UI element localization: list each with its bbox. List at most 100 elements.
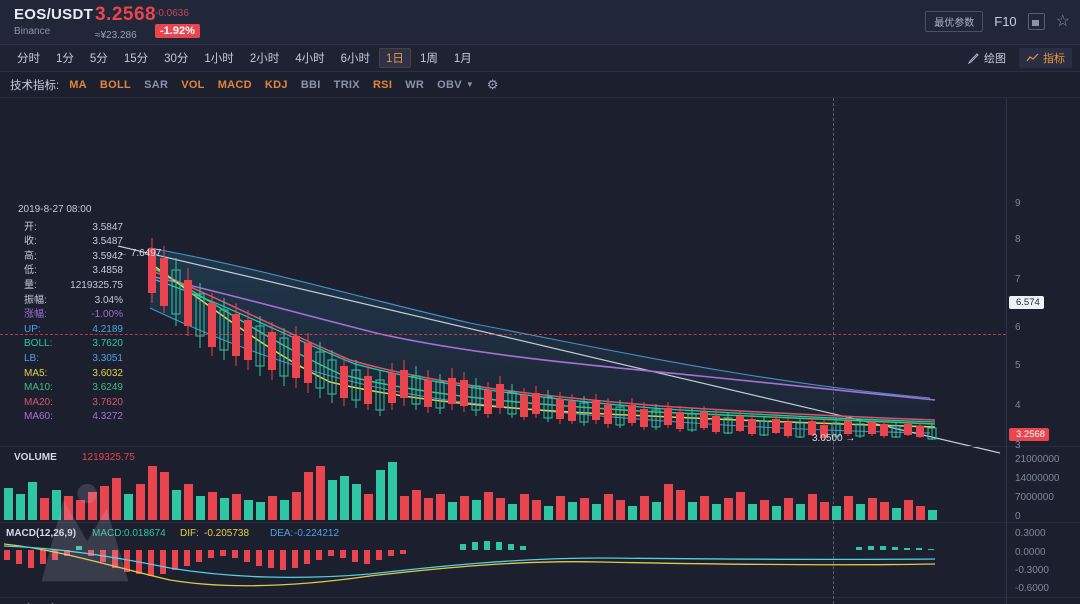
macd-pane-title: MACD(12,26,9) <box>6 528 77 539</box>
ohlc-date: 2019-8-27 08:00 <box>18 204 92 215</box>
star-icon[interactable]: ☆ <box>1055 12 1070 30</box>
price-tick: 8 <box>1015 234 1021 245</box>
timeframe-30m[interactable]: 30分 <box>164 53 189 65</box>
ohlc-key: MA5: <box>24 367 48 379</box>
ohlc-value: 3.5942 <box>92 250 123 262</box>
macd-field-dea-value: -0.224212 <box>294 528 340 539</box>
timeframe-1mo[interactable]: 1月 <box>453 53 472 65</box>
ohlc-key: 低: <box>24 265 37 277</box>
ohlc-value: 3.6249 <box>92 382 123 394</box>
timeframe-bar: 分时 1分 5分 15分 30分 1小时 2小时 4小时 6小时 1日 1周 1… <box>0 45 1080 72</box>
header-actions: 最优参数 F10 ☆ <box>925 11 1070 32</box>
timeframe-5m[interactable]: 5分 <box>89 53 108 65</box>
swing-high-annotation: ← 7.6497 <box>118 248 162 259</box>
last-price-tag: 3.2568 <box>1009 428 1050 441</box>
ohlc-row-ma10: MA10: 3.6249 <box>18 381 123 396</box>
right-price-axis[interactable]: 9 8 7 6 5 4 3 6.574 3.2568 21000000 1400… <box>1006 98 1080 604</box>
price-block: 3.2568 ≈¥23.286 <box>95 4 156 41</box>
indicator-boll[interactable]: BOLL <box>99 78 132 91</box>
ohlc-key: 高: <box>24 250 37 262</box>
ohlc-value: 4.2189 <box>92 323 123 335</box>
ohlc-row-boll-up: UP: 4.2189 <box>18 323 123 338</box>
cost-price-tag: 6.574 <box>1009 296 1044 309</box>
timeframe-1d[interactable]: 1日 <box>379 48 411 68</box>
symbol-name: EOS/USDT <box>14 6 94 23</box>
ohlc-row-change: 涨幅: -1.00% <box>18 308 123 323</box>
indicator-vol[interactable]: VOL <box>181 78 205 91</box>
chevron-down-icon[interactable]: ▼ <box>465 80 474 89</box>
indicator-macd[interactable]: MACD <box>217 78 252 91</box>
macd-tick: -0.6000 <box>1015 583 1049 594</box>
change-block: -0.0636 -1.92% <box>155 8 200 39</box>
f10-button[interactable]: F10 <box>994 14 1017 29</box>
timeframe-15m[interactable]: 15分 <box>123 53 149 65</box>
ohlc-row-close: 收: 3.5487 <box>18 235 123 250</box>
optimal-params-button[interactable]: 最优参数 <box>925 11 984 32</box>
volume-tick: 0 <box>1015 511 1021 522</box>
ohlc-row-ma60: MA60: 4.3272 <box>18 410 123 425</box>
macd-field-macd-key: MACD: <box>92 528 125 539</box>
ohlc-value: 3.3051 <box>92 352 123 364</box>
fullscreen-icon[interactable] <box>1027 13 1045 30</box>
ma60-line <box>149 275 936 401</box>
ohlc-value: 3.5847 <box>92 221 123 233</box>
timeframe-1h[interactable]: 1小时 <box>204 53 234 65</box>
indicator-tool-button[interactable]: 指标 <box>1019 48 1072 68</box>
ohlc-row-ma5: MA5: 3.6032 <box>18 367 123 382</box>
pane-separator-volume <box>0 446 1080 447</box>
indicator-bbi[interactable]: BBI <box>300 78 321 91</box>
chart-canvas[interactable] <box>0 98 1006 604</box>
ohlc-value: 3.7620 <box>92 396 123 408</box>
timeframe-4h[interactable]: 4小时 <box>295 53 325 65</box>
boll-upper-line <box>149 247 931 399</box>
macd-field-dif-value: -0.205738 <box>204 528 250 539</box>
chart-stage[interactable]: 2019-8-27 08:00 开: 3.5847 收: 3.5487 高: 3.59… <box>0 98 1080 604</box>
timeframe-fenshi[interactable]: 分时 <box>17 53 40 65</box>
price-tick: 3 <box>1015 440 1021 451</box>
last-price-line <box>0 334 1006 335</box>
header-bar: EOS/USDT Binance 3.2568 ≈¥23.286 -0.0636… <box>0 0 1080 45</box>
timeframe-2h[interactable]: 2小时 <box>249 53 280 65</box>
ohlc-value: 4.3272 <box>92 411 123 423</box>
boll-band <box>150 248 930 433</box>
price-tick: 6 <box>1015 322 1021 333</box>
ma20-line <box>149 269 936 421</box>
ohlc-value: 3.4858 <box>92 265 123 277</box>
indicator-sar[interactable]: SAR <box>144 78 169 91</box>
indicator-tool-label: 指标 <box>1043 53 1065 65</box>
symbol-block[interactable]: EOS/USDT Binance <box>14 6 93 37</box>
ohlc-value: 3.04% <box>94 294 123 306</box>
macd-field-dif-key: DIF: <box>180 528 199 539</box>
indicator-obv[interactable]: OBV <box>437 78 462 91</box>
draw-tool-button[interactable]: 绘图 <box>961 48 1013 68</box>
ohlc-key: 涨幅: <box>24 309 47 321</box>
indicator-rsi[interactable]: RSI <box>372 78 393 91</box>
price-tick: 7 <box>1015 274 1021 285</box>
swing-low-annotation: 3.0500 → <box>812 433 856 444</box>
ohlc-key: BOLL: <box>24 338 53 350</box>
ohlc-key: 量: <box>24 279 37 291</box>
ohlc-key: MA10: <box>24 382 53 394</box>
ohlc-key: MA20: <box>24 396 53 408</box>
indicator-ma[interactable]: MA <box>69 78 87 91</box>
gear-icon[interactable]: ⚙ <box>486 76 499 92</box>
ohlc-row-boll-lb: LB: 3.3051 <box>18 352 123 367</box>
ohlc-row-open: 开: 3.5847 <box>18 221 123 236</box>
volume-tick: 7000000 <box>1015 492 1054 503</box>
indicator-bar: 技术指标: MA BOLL SAR VOL MACD KDJ BBI TRIX … <box>0 72 1080 98</box>
indicator-kdj[interactable]: KDJ <box>264 78 288 91</box>
timeframe-6h[interactable]: 6小时 <box>340 53 371 65</box>
ohlc-row-boll-mid: BOLL: 3.7620 <box>18 337 123 352</box>
macd-field-dea-key: DEA: <box>270 528 294 539</box>
ohlc-value: 3.6032 <box>92 367 123 379</box>
indicator-trix[interactable]: TRIX <box>333 78 360 91</box>
timeframe-1m[interactable]: 1分 <box>56 53 74 65</box>
indicator-wr[interactable]: WR <box>405 78 425 91</box>
macd-tick: -0.3000 <box>1015 565 1049 576</box>
volume-series <box>4 462 937 520</box>
chart-tools: 绘图 指标 <box>961 48 1072 68</box>
timeframe-1w[interactable]: 1周 <box>419 53 438 65</box>
macd-tick: 0.0000 <box>1015 547 1046 558</box>
ohlc-key: UP: <box>24 323 41 335</box>
